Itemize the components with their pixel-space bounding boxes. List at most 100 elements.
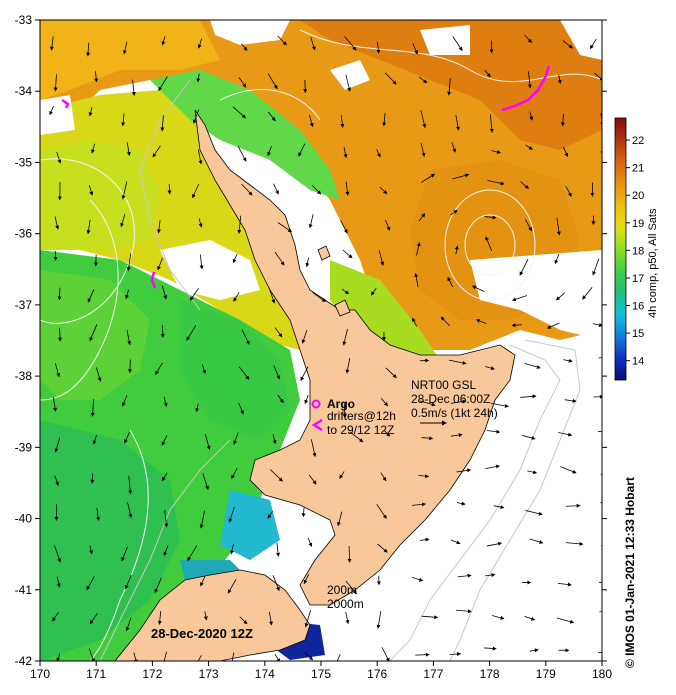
current-arrow: [186, 324, 197, 341]
current-arrow: [562, 40, 573, 49]
credit-label: © IMOS 01-Jan-2021 12:33 Hobart: [623, 477, 637, 668]
current-arrow: [86, 219, 91, 235]
current-arrow: [231, 468, 238, 480]
contour-2000-label: 2000m: [327, 597, 364, 611]
current-arrow: [162, 285, 168, 300]
current-arrow: [239, 616, 248, 625]
current-arrow: [527, 71, 532, 89]
current-arrow: [232, 106, 247, 119]
current-arrow: [163, 396, 168, 407]
current-arrow: [414, 272, 419, 288]
current-arrow: [450, 433, 463, 438]
lat-tick-label: -42: [15, 654, 33, 668]
current-arrow: [520, 181, 529, 189]
current-arrow: [309, 114, 314, 128]
lon-tick-label: 179: [536, 667, 556, 681]
current-arrow: [125, 289, 129, 300]
lon-tick-label: 175: [311, 667, 331, 681]
lat-tick-label: -38: [15, 369, 33, 383]
current-arrow: [96, 367, 102, 382]
colorbar-tick-label: 19: [632, 218, 644, 230]
current-arrow: [197, 149, 203, 165]
current-arrow: [227, 579, 237, 594]
current-arrow: [452, 173, 470, 180]
current-arrow: [201, 364, 207, 375]
current-arrow: [451, 142, 457, 153]
current-arrow: [241, 43, 248, 51]
current-arrow: [454, 245, 459, 255]
current-arrow: [342, 403, 347, 419]
current-arrow: [274, 251, 285, 266]
current-arrow: [412, 43, 418, 55]
current-arrow: [560, 113, 565, 127]
current-arrow: [564, 398, 577, 403]
current-arrow: [121, 546, 128, 562]
current-legend: NRT00 GSL 28-Dec 06:00Z 0.5m/s (1kt 24h): [411, 378, 498, 426]
current-arrow: [345, 357, 351, 374]
current-arrow: [157, 257, 163, 271]
current-arrow: [124, 431, 131, 444]
current-arrow: [157, 611, 162, 625]
current-arrow: [527, 470, 538, 475]
current-arrow: [196, 73, 201, 83]
current-arrow: [524, 362, 541, 369]
current-arrow: [345, 181, 350, 196]
current-arrow: [52, 612, 59, 622]
current-arrow: [486, 429, 501, 434]
current-arrow: [377, 543, 388, 553]
current-arrow: [52, 397, 58, 412]
current-arrow: [128, 475, 133, 495]
current-arrow: [86, 576, 95, 591]
current-arrow: [457, 573, 472, 578]
current-arrow: [310, 36, 316, 51]
lat-tick-label: -41: [15, 583, 33, 597]
current-arrow: [237, 215, 242, 234]
current-arrow: [449, 652, 462, 657]
current-arrow: [232, 254, 238, 264]
lat-tick-label: -40: [15, 512, 33, 526]
source-label: NRT00 GSL: [411, 378, 476, 392]
lon-tick-label: 172: [142, 667, 162, 681]
colorbar-tick-label: 16: [632, 301, 644, 313]
contour-200-label: 200m: [327, 583, 357, 597]
cloud-mask: [40, 20, 602, 661]
current-arrow: [336, 654, 341, 661]
current-arrow: [511, 323, 522, 328]
current-arrow: [565, 541, 584, 546]
current-arrow: [163, 651, 167, 661]
current-arrow: [412, 502, 426, 507]
current-arrow: [96, 508, 101, 521]
current-arrow: [131, 79, 136, 97]
current-arrow: [343, 147, 348, 159]
current-arrow: [412, 577, 424, 582]
current-arrow: [304, 609, 312, 628]
current-arrow: [88, 106, 93, 117]
current-arrow: [127, 502, 133, 519]
current-arrow: [490, 402, 509, 408]
current-arrow: [600, 473, 602, 475]
current-arrow: [233, 292, 240, 302]
current-arrow: [126, 329, 132, 346]
current-arrow: [471, 285, 485, 292]
current-arrow: [58, 327, 63, 342]
current-arrow: [304, 395, 309, 405]
current-arrow: [192, 183, 200, 199]
argo-symbol-icon: [311, 399, 321, 409]
current-arrow: [193, 109, 200, 124]
current-arrow: [456, 468, 472, 473]
current-arrow: [274, 327, 283, 338]
current-arrow: [122, 41, 128, 55]
current-arrow: [485, 464, 501, 469]
current-arrow: [339, 471, 345, 479]
current-arrow: [197, 655, 202, 661]
lat-tick-label: -37: [15, 298, 33, 312]
current-vectors: [49, 34, 602, 661]
current-arrow: [238, 402, 244, 415]
current-arrow: [195, 403, 200, 413]
lon-tick-label: 171: [86, 667, 106, 681]
lon-tick-label: 174: [255, 667, 275, 681]
colorbar-tick-label: 15: [632, 328, 644, 340]
current-arrow: [556, 217, 561, 236]
current-arrow: [491, 615, 505, 620]
lat-tick-label: -33: [15, 13, 33, 27]
